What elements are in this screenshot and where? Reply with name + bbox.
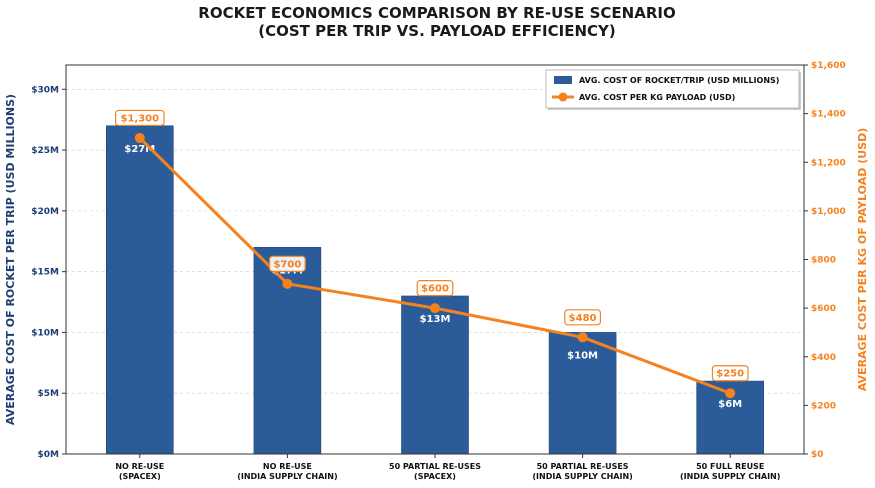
x-tick-label-line: 50 PARTIAL RE-USES bbox=[389, 462, 481, 471]
right-axis: $0 $200 $400 $600 $800 $1,000 $1,200 $1,400 $1,6… bbox=[804, 61, 869, 460]
x-tick-label-line: (INDIA SUPPLY CHAIN) bbox=[680, 472, 780, 481]
x-tick-label-line: (INDIA SUPPLY CHAIN) bbox=[237, 472, 337, 481]
left-axis-label: AVERAGE COST OF ROCKET PER TRIP (USD MIL… bbox=[4, 94, 17, 425]
point-label-box bbox=[416, 280, 454, 297]
point-label-box bbox=[269, 255, 306, 272]
right-tick-label: $200 bbox=[811, 401, 836, 411]
line-point-1 bbox=[134, 132, 145, 143]
x-tick-label-line: NO RE-USE bbox=[263, 462, 312, 471]
x-tick-label-line: (SPACEX) bbox=[119, 472, 161, 481]
point-label-3: $600 bbox=[416, 280, 454, 297]
bar-label-5: $6M bbox=[718, 399, 742, 410]
bar-3 bbox=[401, 295, 469, 455]
point-label-text: $1,300 bbox=[121, 113, 160, 124]
right-tick-label: $0 bbox=[811, 450, 824, 460]
x-tick-label-5: 50 FULL REUSE (INDIA SUPPLY CHAIN) bbox=[680, 462, 780, 481]
x-tick-label-line: (INDIA SUPPLY CHAIN) bbox=[532, 472, 632, 481]
left-tick-label: $20M bbox=[31, 207, 59, 217]
x-tick-label-line: 50 PARTIAL RE-USES bbox=[537, 462, 629, 471]
x-tick-label-3: 50 PARTIAL RE-USES (SPACEX) bbox=[389, 462, 481, 481]
x-tick-label-2: NO RE-USE (INDIA SUPPLY CHAIN) bbox=[237, 462, 337, 481]
point-label-text: $600 bbox=[421, 284, 449, 295]
line-point-3 bbox=[430, 303, 440, 314]
right-tick-label: $1,400 bbox=[811, 110, 846, 120]
point-label-box bbox=[114, 109, 165, 127]
left-axis: $0M $5M $10M $15M $20M $25M $30M AVERAGE COST O… bbox=[4, 85, 66, 460]
legend-bar-label: AVG. COST OF ROCKET/TRIP (USD MILLIONS) bbox=[579, 76, 779, 85]
left-tick-label: $30M bbox=[31, 85, 59, 95]
line-point-4 bbox=[577, 332, 588, 343]
bar-label-4: $10M bbox=[567, 350, 598, 361]
x-tick-label-line: (SPACEX) bbox=[414, 472, 456, 481]
right-tick-label: $600 bbox=[811, 304, 836, 314]
left-tick-label: $0M bbox=[38, 450, 60, 460]
line-point-5 bbox=[725, 388, 736, 399]
right-tick-label: $1,200 bbox=[811, 158, 846, 168]
line-point-2 bbox=[282, 278, 293, 289]
point-labels: $1,300 $700 $600 $480 $250 bbox=[114, 109, 749, 382]
right-axis-label: AVERAGE COST PER KG OF PAYLOAD (USD) bbox=[856, 128, 869, 391]
x-axis: NO RE-USE (SPACEX)NO RE-USE (INDIA SUPPLY … bbox=[115, 454, 780, 481]
legend-box bbox=[545, 69, 800, 109]
bar-label-1: $27M bbox=[124, 144, 155, 155]
bar-2 bbox=[253, 247, 322, 455]
right-tick-label: $1,000 bbox=[811, 207, 846, 217]
grid-lines bbox=[66, 89, 804, 394]
x-tick-label-line: 50 FULL REUSE bbox=[696, 462, 764, 471]
legend-line-label: AVG. COST PER KG PAYLOAD (USD) bbox=[579, 93, 735, 102]
bar-label-3: $13M bbox=[420, 314, 451, 325]
point-label-4: $480 bbox=[564, 309, 601, 326]
right-tick-label: $1,600 bbox=[811, 61, 846, 71]
x-tick-label-1: NO RE-USE (SPACEX) bbox=[115, 462, 164, 481]
legend-line-marker bbox=[558, 92, 568, 102]
point-label-box bbox=[564, 309, 601, 326]
point-label-1: $1,300 bbox=[114, 109, 165, 127]
point-label-text: $700 bbox=[273, 259, 301, 270]
chart-title: ROCKET ECONOMICS COMPARISON BY RE-USE SC… bbox=[198, 4, 675, 40]
left-tick-label: $15M bbox=[31, 268, 59, 278]
point-label-2: $700 bbox=[269, 255, 306, 272]
x-tick-label-4: 50 PARTIAL RE-USES (INDIA SUPPLY CHAIN) bbox=[532, 462, 632, 481]
point-label-box bbox=[711, 365, 749, 382]
left-tick-label: $10M bbox=[31, 328, 59, 338]
title-line-2: (COST PER TRIP VS. PAYLOAD EFFICIENCY) bbox=[258, 22, 616, 40]
right-tick-label: $400 bbox=[811, 353, 836, 363]
point-label-text: $480 bbox=[569, 313, 597, 324]
left-tick-label: $25M bbox=[31, 146, 59, 156]
point-label-5: $250 bbox=[711, 365, 749, 382]
legend-bar-swatch bbox=[554, 76, 572, 84]
line-series bbox=[134, 132, 736, 399]
left-tick-label: $5M bbox=[38, 389, 60, 399]
bar-1 bbox=[106, 125, 174, 455]
legend[interactable]: AVG. COST OF ROCKET/TRIP (USD MILLIONS) A… bbox=[545, 69, 801, 110]
title-line-1: ROCKET ECONOMICS COMPARISON BY RE-USE SC… bbox=[198, 4, 675, 22]
point-label-text: $250 bbox=[716, 369, 744, 380]
x-tick-label-line: NO RE-USE bbox=[115, 462, 164, 471]
right-tick-label: $800 bbox=[811, 256, 836, 266]
